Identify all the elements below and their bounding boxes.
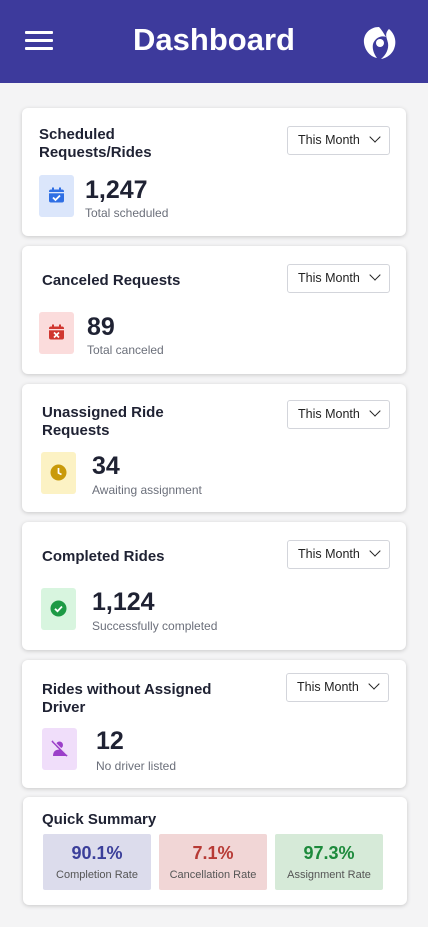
summary-title: Quick Summary bbox=[42, 811, 157, 828]
assignment-rate-stat: 97.3% Assignment Rate bbox=[275, 834, 383, 890]
chevron-down-icon bbox=[369, 405, 381, 417]
period-dropdown[interactable]: This Month bbox=[287, 126, 390, 155]
no-driver-count: 12 bbox=[96, 727, 124, 755]
card-title: Canceled Requests bbox=[42, 272, 181, 289]
chevron-down-icon bbox=[369, 269, 381, 281]
no-driver-card: Rides without Assigned Driver This Month… bbox=[22, 660, 406, 788]
period-dropdown-label: This Month bbox=[297, 680, 359, 694]
period-dropdown[interactable]: This Month bbox=[287, 540, 390, 569]
dashboard-content: Scheduled Requests/Rides This Month 1,24… bbox=[0, 83, 428, 927]
period-dropdown-label: This Month bbox=[298, 407, 360, 421]
unassigned-requests-card: Unassigned Ride Requests This Month 34 A… bbox=[22, 384, 406, 512]
canceled-count: 89 bbox=[87, 313, 115, 341]
cancellation-rate-stat: 7.1% Cancellation Rate bbox=[159, 834, 267, 890]
page-title: Dashboard bbox=[133, 22, 295, 57]
period-dropdown[interactable]: This Month bbox=[287, 400, 390, 429]
completion-rate-value: 90.1% bbox=[71, 843, 123, 863]
cancellation-rate-label: Cancellation Rate bbox=[169, 869, 257, 881]
completed-caption: Successfully completed bbox=[92, 619, 218, 633]
card-title: Completed Rides bbox=[42, 548, 165, 565]
assignment-rate-label: Assignment Rate bbox=[287, 869, 371, 881]
assignment-rate-value: 97.3% bbox=[303, 843, 355, 863]
check-circle-icon bbox=[41, 588, 76, 630]
user-off-icon bbox=[42, 728, 77, 770]
period-dropdown[interactable]: This Month bbox=[286, 673, 389, 702]
no-driver-caption: No driver listed bbox=[96, 759, 177, 773]
calendar-check-icon bbox=[39, 175, 74, 217]
completion-rate-stat: 90.1% Completion Rate bbox=[43, 834, 151, 890]
canceled-caption: Total canceled bbox=[87, 343, 164, 357]
period-dropdown-label: This Month bbox=[298, 547, 360, 561]
canceled-requests-card: Canceled Requests This Month 89 Total ca… bbox=[22, 246, 406, 374]
scheduled-caption: Total scheduled bbox=[85, 206, 169, 220]
chevron-down-icon bbox=[369, 545, 381, 557]
completion-rate-label: Completion Rate bbox=[56, 869, 138, 881]
cancellation-rate-value: 7.1% bbox=[192, 843, 234, 863]
calendar-x-icon bbox=[39, 312, 74, 354]
quick-summary-card: Quick Summary 90.1% Completion Rate 7.1%… bbox=[23, 797, 407, 905]
dolphin-logo-icon[interactable] bbox=[359, 22, 399, 62]
app-header: Dashboard bbox=[0, 0, 428, 83]
card-title: Unassigned Ride Requests bbox=[42, 404, 164, 439]
scheduled-count: 1,247 bbox=[85, 176, 148, 204]
period-dropdown-label: This Month bbox=[298, 133, 360, 147]
card-title: Rides without Assigned Driver bbox=[42, 681, 212, 716]
scheduled-rides-card: Scheduled Requests/Rides This Month 1,24… bbox=[22, 108, 406, 236]
clock-icon bbox=[41, 452, 76, 494]
hamburger-menu-icon[interactable] bbox=[25, 31, 53, 51]
period-dropdown-label: This Month bbox=[298, 271, 360, 285]
completed-rides-card: Completed Rides This Month 1,124 Success… bbox=[22, 522, 406, 650]
chevron-down-icon bbox=[369, 131, 381, 143]
period-dropdown[interactable]: This Month bbox=[287, 264, 390, 293]
unassigned-count: 34 bbox=[92, 452, 120, 480]
completed-count: 1,124 bbox=[92, 588, 155, 616]
unassigned-caption: Awaiting assignment bbox=[92, 483, 202, 497]
chevron-down-icon bbox=[368, 678, 380, 690]
card-title: Scheduled Requests/Rides bbox=[39, 126, 152, 161]
